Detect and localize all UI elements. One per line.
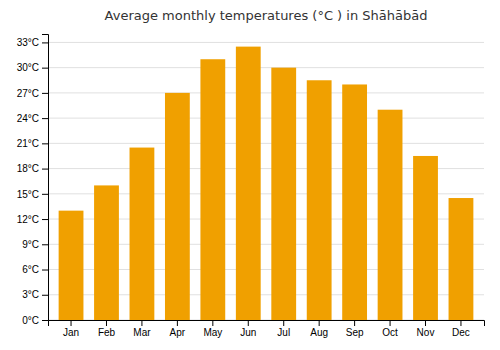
x-tick-mark — [106, 320, 107, 326]
bars — [59, 47, 474, 320]
x-axis-line — [49, 321, 485, 327]
grid-line — [48, 67, 484, 68]
y-tick-mark — [42, 295, 48, 296]
bar — [130, 148, 155, 320]
x-tick-label: Jan — [63, 327, 79, 338]
y-tick: 6°C — [22, 264, 48, 275]
y-axis-line — [42, 35, 49, 321]
y-tick-label: 6°C — [22, 264, 39, 275]
bar — [413, 156, 438, 320]
x-tick-label: Feb — [98, 327, 116, 338]
y-tick: 3°C — [22, 289, 48, 300]
x-tick-mark — [425, 320, 426, 326]
x-tick: Mar — [133, 320, 151, 338]
title: Average monthly temperatures (°C ) in Sh… — [105, 8, 428, 23]
x-tick: Jun — [240, 320, 256, 338]
grid-line — [48, 42, 484, 43]
x-tick: Sep — [346, 320, 364, 338]
y-tick-label: 15°C — [17, 189, 39, 200]
y-tick-label: 24°C — [17, 113, 39, 124]
x-tick-mark — [212, 320, 213, 326]
y-tick-mark — [42, 143, 48, 144]
bar — [342, 84, 367, 320]
x-tick-mark — [390, 320, 391, 326]
y-tick-label: 0°C — [22, 315, 39, 326]
x-tick-label: May — [203, 327, 222, 338]
x-tick-label: Dec — [452, 327, 470, 338]
y-tick-mark — [42, 42, 48, 43]
bar — [59, 211, 84, 320]
x-axis: Jan Feb Mar Apr May Jun Jul Aug Sep Oct Nov Dec — [49, 320, 485, 338]
y-axis: 0°C 3°C 6°C 9°C 12°C 15°C 18°C 21°C 24°C 27°C 30°C… — [17, 35, 49, 326]
y-tick: 27°C — [17, 88, 48, 99]
x-tick: Jan — [63, 320, 79, 338]
x-tick-mark — [71, 320, 72, 326]
y-tick-label: 30°C — [17, 62, 39, 73]
bar — [200, 59, 225, 320]
y-tick-mark — [42, 219, 48, 220]
grid-line — [48, 118, 484, 119]
y-tick-mark — [42, 244, 48, 245]
x-tick: Dec — [452, 320, 470, 338]
x-tick-label: Sep — [346, 327, 364, 338]
y-tick-label: 18°C — [17, 163, 39, 174]
y-tick: 21°C — [17, 138, 48, 149]
bar — [94, 185, 119, 320]
grid-line — [48, 92, 484, 93]
y-tick: 33°C — [17, 37, 48, 48]
y-tick-mark — [42, 118, 48, 119]
x-tick: Apr — [170, 320, 186, 338]
x-tick-mark — [319, 320, 320, 326]
y-tick-label: 3°C — [22, 289, 39, 300]
y-tick-label: 33°C — [17, 37, 39, 48]
y-tick-mark — [42, 320, 48, 321]
y-tick-label: 9°C — [22, 239, 39, 250]
y-tick-label: 21°C — [17, 138, 39, 149]
bar — [165, 93, 190, 320]
y-tick: 15°C — [17, 189, 48, 200]
y-tick: 0°C — [22, 315, 48, 326]
bar — [449, 198, 474, 320]
x-tick-label: Jul — [277, 327, 290, 338]
grid-line — [48, 143, 484, 144]
x-tick: Jul — [277, 320, 290, 338]
y-tick-mark — [42, 270, 48, 271]
y-tick: 24°C — [17, 113, 48, 124]
y-tick-mark — [42, 194, 48, 195]
bar — [307, 80, 332, 320]
bar — [236, 47, 261, 320]
chart: Jan Feb Mar Apr May Jun Jul Aug Sep Oct Nov Dec 0°C 3… — [0, 0, 500, 350]
y-tick-mark — [42, 169, 48, 170]
y-tick: 12°C — [17, 214, 48, 225]
x-tick-mark — [354, 320, 355, 326]
y-tick-label: 27°C — [17, 88, 39, 99]
y-tick-mark — [42, 93, 48, 94]
x-tick-mark — [283, 320, 284, 326]
x-tick: Feb — [98, 320, 116, 338]
y-tick: 9°C — [22, 239, 48, 250]
y-tick: 18°C — [17, 163, 48, 174]
x-tick: Aug — [310, 320, 328, 338]
x-tick-label: Aug — [310, 327, 328, 338]
x-tick: May — [203, 320, 222, 338]
x-tick-mark — [141, 320, 142, 326]
x-tick-mark — [177, 320, 178, 326]
x-tick-label: Apr — [170, 327, 186, 338]
x-tick: Oct — [382, 320, 398, 338]
bar — [271, 68, 296, 320]
x-tick-label: Nov — [417, 327, 435, 338]
grid — [48, 42, 484, 320]
y-tick-mark — [42, 68, 48, 69]
x-tick-mark — [248, 320, 249, 326]
plot-area: Jan Feb Mar Apr May Jun Jul Aug Sep Oct Nov Dec 0°C 3… — [17, 35, 485, 339]
y-tick-label: 12°C — [17, 214, 39, 225]
x-tick-label: Jun — [240, 327, 256, 338]
x-tick-mark — [460, 320, 461, 326]
x-tick: Nov — [417, 320, 435, 338]
bar — [378, 110, 403, 320]
x-tick-label: Mar — [133, 327, 151, 338]
y-tick: 30°C — [17, 62, 48, 73]
x-tick-label: Oct — [382, 327, 398, 338]
